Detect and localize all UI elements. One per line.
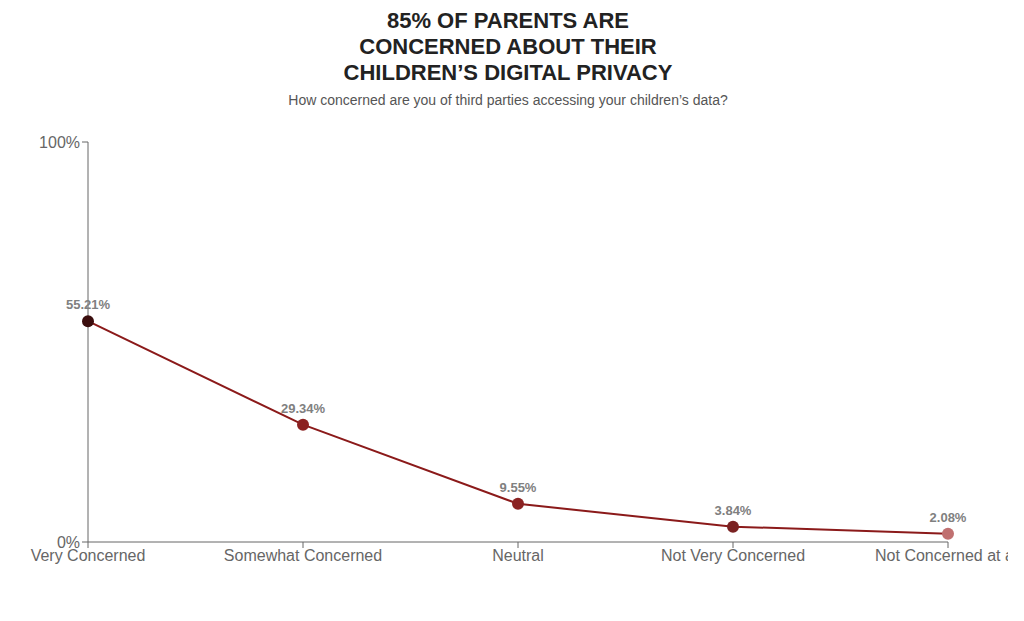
- svg-text:9.55%: 9.55%: [500, 480, 537, 495]
- html-text:85% OF PARENTS ARE CONCERNED A: 85% OF PARENTS ARE CONCERNED ABOUT THEIR…: [343, 8, 673, 85]
- svg-text:2.08%: 2.08%: [930, 510, 967, 525]
- svg-text:29.34%: 29.34%: [281, 401, 326, 416]
- svg-text:Somewhat Concerned: Somewhat Concerned: [224, 547, 382, 564]
- svg-text:Not Very Concerned: Not Very Concerned: [661, 547, 805, 564]
- svg-text:0%: 0%: [57, 534, 80, 551]
- svg-text:3.84%: 3.84%: [715, 503, 752, 518]
- svg-text:55.21%: 55.21%: [66, 297, 111, 312]
- svg-text:Very Concerned: Very Concerned: [31, 547, 146, 564]
- svg-text:Neutral: Neutral: [492, 547, 544, 564]
- svg-text:Not Concerned at all: Not Concerned at all: [875, 547, 1008, 564]
- svg-text:100%: 100%: [39, 134, 80, 151]
- html-text:How concerned are you of third: How concerned are you of third parties a…: [288, 92, 728, 108]
